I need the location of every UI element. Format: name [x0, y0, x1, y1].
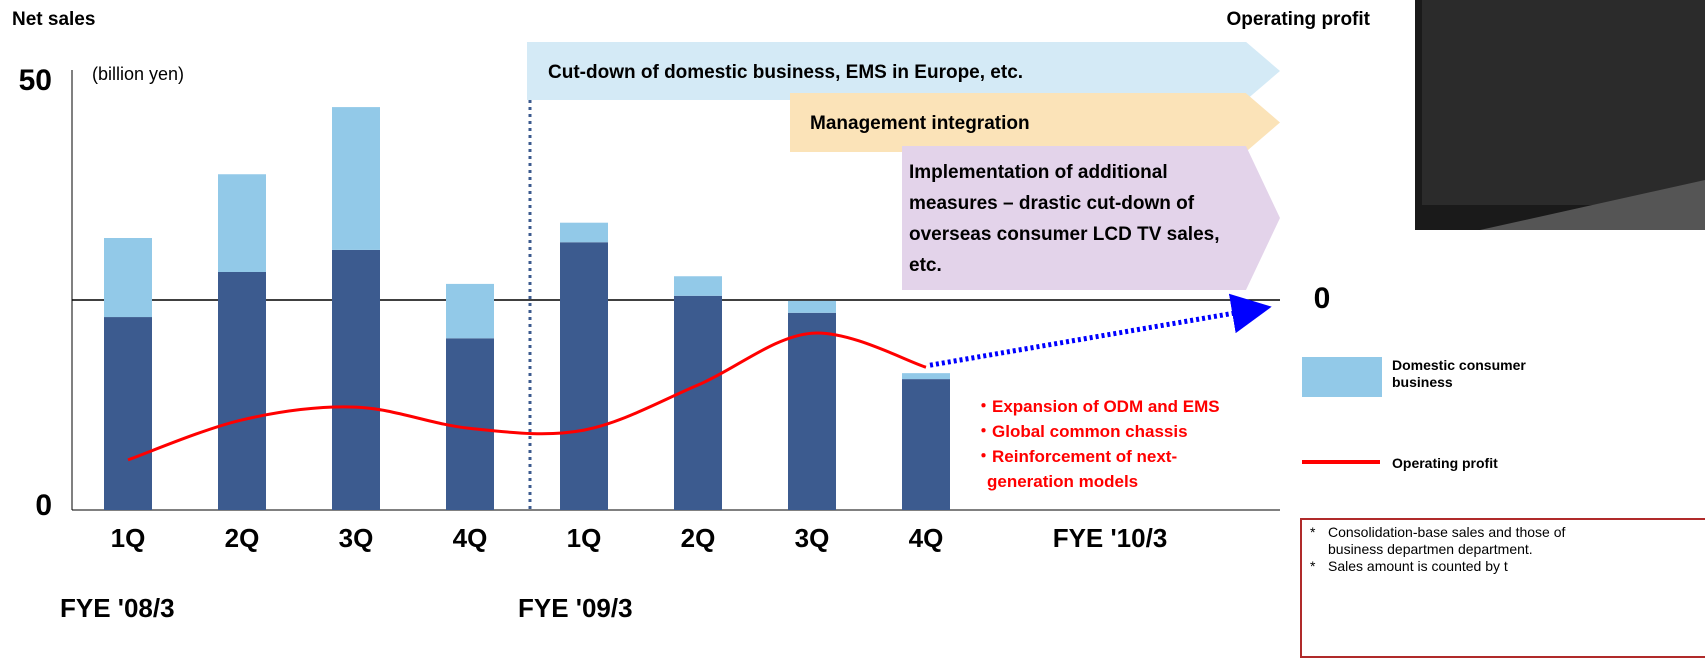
- bar-segment: [446, 338, 494, 510]
- page: Net sales (billion yen) Operating profit…: [0, 0, 1705, 640]
- bar-segment: [674, 276, 722, 296]
- legend-text: Domestic consumer business: [1392, 357, 1572, 391]
- bar-segment: [902, 379, 950, 510]
- bar-segment: [218, 272, 266, 510]
- banner-text: Implementation of additional measures – …: [909, 157, 1249, 281]
- tv-screen: [1422, 0, 1705, 205]
- note: Sales amount is counted by t: [1328, 558, 1578, 575]
- group-label: FYE '08/3: [60, 593, 175, 623]
- y-axis-title: Net sales: [12, 9, 95, 30]
- x-tick-label: 1Q: [111, 523, 146, 553]
- x-tick-label: 2Q: [225, 523, 260, 553]
- bar-segment: [332, 107, 380, 250]
- bar-segment: [446, 284, 494, 338]
- banner: Management integration: [790, 93, 1280, 152]
- x-tick-label: 4Q: [453, 523, 488, 553]
- bar-segment: [788, 301, 836, 313]
- measure: ・Global common chassis: [975, 419, 1275, 444]
- x-tick-label: 3Q: [339, 523, 374, 553]
- notes: Consolidation-base sales and those of bu…: [1300, 518, 1705, 658]
- measure: ・Reinforcement of next-generation models: [975, 444, 1227, 494]
- bar-segment: [332, 250, 380, 510]
- measure: ・Expansion of ODM and EMS: [975, 394, 1275, 419]
- y2-axis-title: Operating profit: [1226, 9, 1370, 30]
- bar-segment: [560, 223, 608, 243]
- bar-segment: [104, 317, 152, 510]
- bar-segment: [788, 313, 836, 510]
- banner: Cut-down of domestic business, EMS in Eu…: [527, 42, 1280, 100]
- bar-segment: [674, 296, 722, 510]
- bar-segment: [902, 373, 950, 379]
- measures: ・Expansion of ODM and EMS ・Global common…: [975, 394, 1275, 494]
- x-tick-label: 4Q: [909, 523, 944, 553]
- y-tick-label: 50: [19, 64, 52, 97]
- x-tick-label: 2Q: [681, 523, 716, 553]
- bar-segment: [104, 238, 152, 317]
- unit-label: (billion yen): [92, 64, 184, 84]
- group-label: FYE '09/3: [518, 593, 633, 623]
- x-tick-label: 1Q: [567, 523, 602, 553]
- note: Consolidation-base sales and those of bu…: [1328, 524, 1578, 558]
- y-tick-label: 0: [35, 489, 52, 522]
- x-tick-label: FYE '10/3: [1053, 523, 1168, 553]
- banner: Implementation of additional measures – …: [902, 146, 1280, 290]
- legend-swatch: [1302, 357, 1382, 397]
- projection-arrow: [930, 310, 1252, 365]
- bar-segment: [218, 174, 266, 272]
- bar-segment: [560, 242, 608, 510]
- legend-text: Operating profit: [1392, 455, 1572, 472]
- x-tick-label: 3Q: [795, 523, 830, 553]
- y2-tick-label: 0: [1314, 282, 1331, 315]
